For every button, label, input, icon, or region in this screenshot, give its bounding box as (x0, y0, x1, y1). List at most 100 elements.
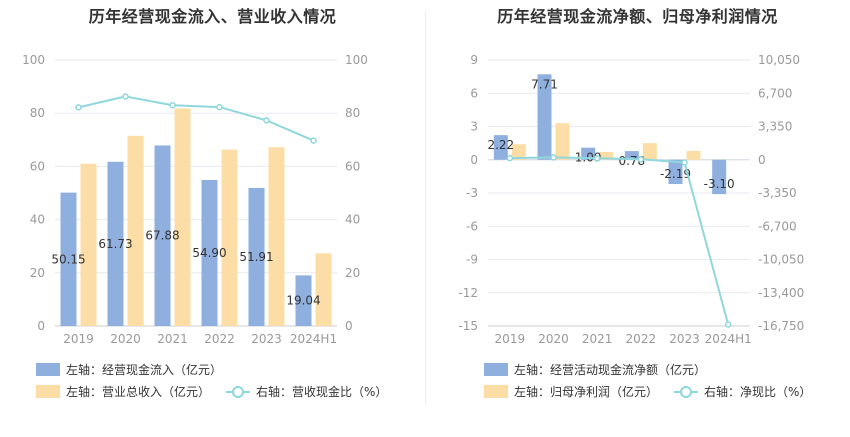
y-left-tick-label: -6 (466, 219, 478, 233)
line-point (637, 155, 645, 163)
y-left-tick-label: 0 (470, 153, 478, 167)
x-tick-label: 2024H1 (705, 332, 752, 346)
bar-secondary (599, 151, 614, 160)
line-point (216, 103, 223, 111)
bar-primary (493, 135, 508, 160)
legend-label: 右轴：营收现金比（%） (256, 384, 388, 399)
line-point (169, 101, 176, 109)
bar-secondary (555, 123, 570, 160)
x-tick-label: 2021 (157, 332, 188, 346)
bar-data-label: 51.91 (239, 250, 273, 264)
bar-secondary (315, 253, 332, 326)
line-point (122, 93, 129, 100)
line-point (75, 104, 82, 111)
bar-secondary (268, 147, 285, 326)
y-right-tick-label: 40 (345, 213, 360, 227)
bar-primary (107, 161, 124, 326)
line-point (506, 154, 514, 162)
line-series (78, 95, 314, 142)
x-tick-label: 2024H1 (290, 332, 337, 346)
bar-primary (581, 147, 596, 160)
bar-data-label: 7.71 (531, 77, 558, 91)
legend-item-net-profit[interactable]: 左轴：归母净利润（亿元） (484, 383, 658, 400)
y-right-tick-label: 0 (758, 153, 766, 167)
y-left-tick-label: 6 (470, 86, 478, 100)
y-left-tick-label: 3 (470, 120, 478, 134)
panel-divider (425, 10, 426, 405)
bar-data-label: -3.10 (704, 177, 735, 191)
y-left-tick-label: 0 (37, 319, 45, 333)
legend-swatch-bar-icon (484, 362, 508, 376)
y-right-tick-label: 80 (345, 106, 360, 120)
bar-secondary (80, 163, 97, 326)
y-left-tick-label: -15 (458, 319, 478, 333)
y-left-tick-label: 9 (470, 53, 478, 67)
bar-primary (624, 151, 639, 160)
legend-label: 右轴：净现比（%） (704, 384, 812, 399)
y-right-tick-label: -6,700 (758, 219, 797, 233)
bar-primary (295, 275, 312, 326)
x-tick-label: 2019 (495, 332, 526, 346)
y-right-tick-label: 10,050 (758, 53, 800, 67)
bar-data-label: 54.90 (192, 246, 226, 260)
bar-secondary (686, 150, 701, 160)
line-series (509, 156, 730, 325)
bar-data-label: 50.15 (51, 252, 85, 266)
bar-primary (60, 192, 77, 326)
x-tick-label: 2023 (669, 332, 700, 346)
y-left-tick-label: -9 (466, 253, 478, 267)
y-right-tick-label: 60 (345, 159, 360, 173)
bar-data-label: 61.73 (98, 237, 132, 251)
left-chart-panel: 历年经营现金流入、营业收入情况 0 20 40 60 80 100 0 20 40 60 80 100… (22, 7, 403, 399)
y-right-tick-label: 3,350 (758, 120, 792, 134)
line-point (724, 321, 732, 328)
y-right-tick-label: -16,750 (758, 319, 804, 333)
y-left-tick-label: -3 (466, 186, 478, 200)
legend-item-cash-revenue-ratio[interactable]: 右轴：营收现金比（%） (226, 383, 387, 400)
y-right-tick-label: 6,700 (758, 86, 792, 100)
x-tick-label: 2020 (538, 332, 569, 346)
x-tick-label: 2020 (110, 332, 141, 346)
bar-data-label: 2.22 (487, 138, 514, 152)
x-tick-label: 2021 (582, 332, 613, 346)
legend-swatch-line-icon (226, 385, 251, 398)
y-right-tick-label: -13,400 (758, 286, 804, 300)
line-point (593, 154, 601, 162)
legend-swatch-bar-icon (36, 362, 60, 376)
bar-secondary (221, 149, 238, 326)
y-right-tick-label: -10,050 (758, 253, 804, 267)
legend-item-revenue[interactable]: 左轴：营业总收入（亿元） (36, 383, 210, 400)
bar-data-label: -2.19 (660, 167, 691, 181)
left-legend-row-1: 左轴：经营现金流入（亿元） (36, 361, 238, 377)
y-left-tick-label: -12 (458, 286, 478, 300)
bar-data-label: 19.04 (286, 294, 320, 308)
x-tick-label: 2023 (251, 332, 282, 346)
legend-item-net-cash-ratio[interactable]: 右轴：净现比（%） (674, 383, 811, 400)
legend-swatch-line-icon (674, 385, 699, 398)
legend-item-cash-inflow[interactable]: 左轴：经营现金流入（亿元） (36, 361, 222, 378)
legend-label: 左轴：经营现金流入（亿元） (66, 362, 223, 377)
right-legend-row-1: 左轴：经营活动现金流净额（亿元） (484, 361, 722, 377)
y-right-tick-label: 100 (345, 53, 368, 67)
y-left-tick-label: 20 (30, 266, 45, 280)
right-chart-title: 历年经营现金流净额、归母净利润情况 (497, 7, 778, 26)
legend-item-net-cash-flow[interactable]: 左轴：经营活动现金流净额（亿元） (484, 361, 706, 378)
right-legend-row-2: 左轴：归母净利润（亿元） 右轴：净现比（%） (484, 383, 827, 399)
y-left-tick-label: 40 (30, 213, 45, 227)
bar-primary (537, 74, 552, 160)
right-chart-plot: -15 -12 -9 -6 -3 0 3 6 9 -16,750 -13,400 -10,050 -6,… (458, 53, 804, 346)
x-tick-label: 2022 (626, 332, 657, 346)
bar-primary (154, 145, 171, 326)
bar-secondary (174, 108, 191, 326)
y-left-tick-label: 60 (30, 159, 45, 173)
y-right-tick-label: -3,350 (758, 186, 797, 200)
y-right-tick-label: 0 (345, 319, 353, 333)
bar-secondary (127, 135, 144, 326)
line-point (263, 117, 270, 124)
y-left-tick-label: 80 (30, 106, 45, 120)
left-legend-row-2: 左轴：营业总收入（亿元） 右轴：营收现金比（%） (36, 383, 403, 399)
left-chart-title: 历年经营现金流入、营业收入情况 (88, 7, 337, 26)
bar-secondary (642, 143, 657, 160)
legend-label: 左轴：归母净利润（亿元） (514, 384, 659, 399)
right-chart-panel: 历年经营现金流净额、归母净利润情况 -15 -12 -9 -6 -3 0 3 6 9 -16,75… (425, 0, 850, 437)
